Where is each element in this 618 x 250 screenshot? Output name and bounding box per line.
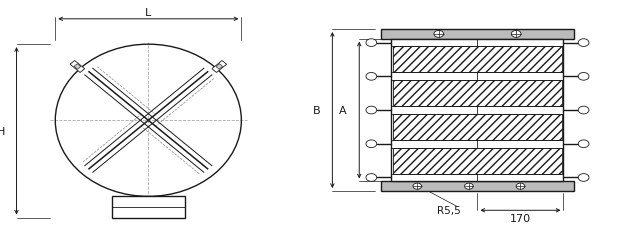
- Circle shape: [413, 183, 421, 190]
- Text: H: H: [0, 126, 5, 136]
- Bar: [391, 40, 564, 182]
- Text: 170: 170: [510, 213, 531, 223]
- Bar: [381, 30, 574, 40]
- Polygon shape: [70, 61, 85, 73]
- Circle shape: [366, 140, 377, 148]
- Polygon shape: [216, 64, 222, 70]
- Bar: [112, 196, 185, 218]
- Text: L: L: [145, 8, 151, 18]
- Circle shape: [578, 140, 589, 148]
- Circle shape: [366, 40, 377, 47]
- Circle shape: [578, 107, 589, 114]
- Circle shape: [516, 183, 525, 190]
- Circle shape: [578, 40, 589, 47]
- Bar: [393, 81, 562, 107]
- Circle shape: [511, 31, 521, 38]
- Circle shape: [578, 73, 589, 81]
- Bar: [381, 182, 574, 191]
- Text: B: B: [313, 106, 320, 116]
- Text: A: A: [339, 106, 347, 116]
- Polygon shape: [74, 64, 81, 70]
- Text: R5,5: R5,5: [437, 206, 461, 216]
- Bar: [393, 114, 562, 140]
- Bar: [393, 148, 562, 174]
- Circle shape: [366, 174, 377, 182]
- Circle shape: [434, 31, 444, 38]
- Circle shape: [578, 174, 589, 182]
- Bar: [393, 47, 562, 73]
- Polygon shape: [212, 61, 227, 73]
- Circle shape: [366, 73, 377, 81]
- Circle shape: [465, 183, 473, 190]
- Circle shape: [366, 107, 377, 114]
